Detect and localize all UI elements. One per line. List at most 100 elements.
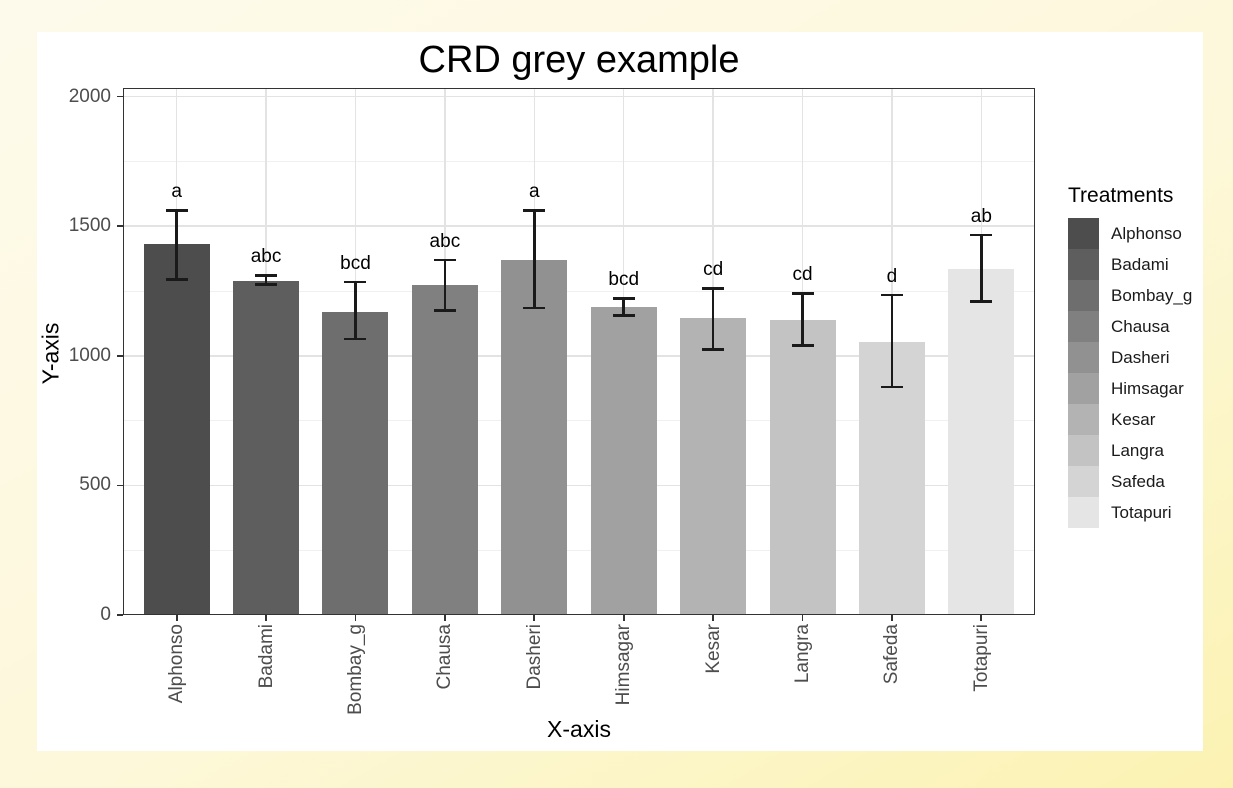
legend: Treatments Alphonso Badami Bombay_g Chausa D… [1068,184,1203,528]
legend-swatch [1068,280,1099,311]
chart-area: CRD grey example a abc bcd abc a bcd cd cd d ab 0… [37,32,1203,751]
bar-bombay_g [322,311,389,615]
sig-letter: a [171,181,182,203]
legend-item: Badami [1068,249,1203,280]
legend-title: Treatments [1068,184,1174,207]
error-bar-cap [791,344,814,347]
bar-langra [769,319,836,615]
x-tick [175,615,178,621]
error-bar-cap [344,280,367,284]
error-bar-himsagar [622,297,625,317]
legend-item-label: Safeda [1111,471,1165,491]
legend-item-label: Badami [1111,254,1169,274]
error-bar-safeda [890,293,894,389]
error-bar-cap [255,283,278,286]
bar-totapuri [948,268,1015,615]
legend-item: Alphonso [1068,218,1203,249]
gridline-major [123,225,1035,227]
legend-item-label: Himsagar [1111,378,1184,398]
y-tick-label: 1500 [68,215,111,237]
error-bar-totapuri [980,233,983,303]
error-bar-badami [264,274,268,286]
legend-swatch [1068,435,1099,466]
legend-item-label: Chausa [1111,316,1170,336]
bar-chausa [411,284,478,615]
x-tick-label: Dasheri [523,624,545,690]
error-bar-alphonso [175,209,178,281]
legend-item: Bombay_g [1068,280,1203,311]
y-tick [117,225,123,228]
legend-item: Dasheri [1068,342,1203,373]
error-bar-cap [165,278,188,281]
legend-swatch [1068,218,1099,249]
legend-swatch [1068,466,1099,497]
error-bar-cap [255,274,278,277]
x-tick [354,615,357,621]
bar-dasheri [501,259,568,615]
legend-item: Chausa [1068,311,1203,342]
legend-swatch [1068,342,1099,373]
error-bar-cap [612,297,635,300]
x-tick [891,615,893,621]
gridline-minor [123,420,1035,422]
legend-item: Totapuri [1068,497,1203,528]
gridline-major [123,95,1035,98]
error-bar-langra [801,292,804,347]
x-tick [801,615,804,621]
x-axis-title: X-axis [547,716,611,742]
x-tick [533,615,536,621]
error-bar-cap [433,258,456,262]
sig-letter: abc [250,246,282,268]
legend-item-label: Totapuri [1111,502,1172,522]
error-bar-bombay_g [354,280,357,341]
x-tick-label: Kesar [702,624,724,674]
x-tick-label: Totapuri [970,624,992,692]
gridline-minor [123,290,1035,292]
error-bar-chausa [443,258,447,312]
legend-item-label: Kesar [1111,409,1156,429]
x-tick-label: Badami [255,624,277,689]
x-tick-label: Bombay_g [344,624,366,715]
sig-letter: a [528,181,540,203]
error-bar-cap [433,309,456,312]
sig-letter: abc [429,230,461,252]
legend-swatch [1068,249,1099,280]
legend-item-label: Alphonso [1111,223,1182,243]
sig-letter: bcd [340,252,371,274]
x-tick [265,615,267,621]
bar-himsagar [590,306,657,615]
gridline-major [123,355,1035,357]
y-tick-label: 0 [100,604,111,625]
error-bar-cap [702,348,725,351]
legend-swatch [1068,311,1099,342]
legend-swatch [1068,373,1099,404]
sig-letter: ab [970,205,992,227]
gridline-minor [123,549,1035,551]
sig-letter: bcd [608,269,640,291]
y-axis-title: Y-axis [37,322,64,385]
error-bar-cap [702,287,725,290]
bar-alphonso [143,244,210,615]
bar-kesar [680,318,747,615]
legend-item: Safeda [1068,466,1203,497]
error-bar-cap [880,293,903,297]
legend-swatch [1068,404,1099,435]
x-tick-label: Langra [792,624,814,684]
legend-item-label: Dasheri [1111,347,1170,367]
y-tick-label: 1000 [68,344,111,366]
y-tick [117,484,123,487]
legend-item: Himsagar [1068,373,1203,404]
x-tick-label: Alphonso [166,624,188,704]
x-tick [980,615,983,621]
error-bar-cap [612,314,635,317]
legend-item-label: Bombay_g [1111,285,1193,305]
gridline-major [123,484,1035,487]
x-tick [622,615,625,621]
y-tick-label: 500 [79,474,111,496]
bar-badami [233,280,300,615]
x-tick [712,615,714,621]
y-tick-label: 2000 [68,85,111,107]
chart-title: CRD grey example [418,39,740,81]
sig-letter: cd [703,259,724,281]
y-tick [117,95,123,98]
